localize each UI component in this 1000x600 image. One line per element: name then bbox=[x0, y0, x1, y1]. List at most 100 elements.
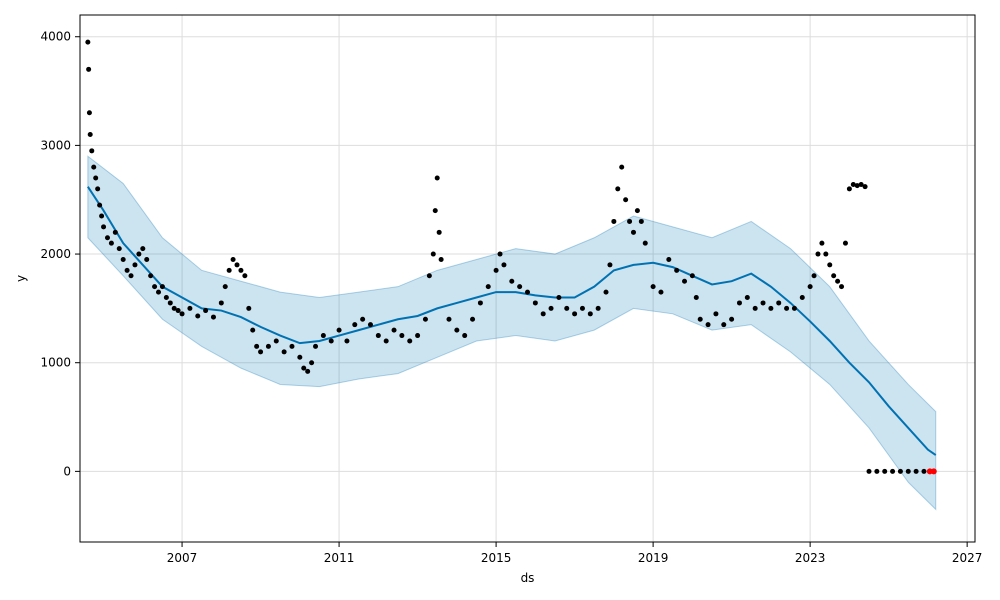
observed-point bbox=[874, 468, 880, 474]
observed-point bbox=[572, 311, 578, 317]
observed-point bbox=[493, 267, 499, 273]
observed-point bbox=[623, 197, 629, 203]
observed-point bbox=[823, 251, 829, 257]
observed-point bbox=[729, 316, 735, 322]
observed-point bbox=[736, 300, 742, 306]
observed-point bbox=[95, 186, 101, 192]
observed-point bbox=[383, 338, 389, 344]
observed-point bbox=[101, 224, 107, 230]
observed-point bbox=[430, 251, 436, 257]
observed-point bbox=[642, 240, 648, 246]
observed-point bbox=[862, 184, 868, 190]
observed-point bbox=[289, 343, 295, 349]
observed-point bbox=[156, 289, 162, 295]
observed-point bbox=[328, 338, 334, 344]
observed-point bbox=[462, 333, 468, 339]
observed-point bbox=[422, 316, 428, 322]
observed-point bbox=[638, 218, 644, 224]
y-tick-label: 3000 bbox=[40, 138, 71, 152]
observed-point bbox=[905, 468, 911, 474]
observed-point bbox=[99, 213, 105, 219]
observed-point bbox=[913, 468, 919, 474]
observed-point bbox=[273, 338, 279, 344]
observed-point bbox=[281, 349, 287, 355]
y-tick-label: 4000 bbox=[40, 30, 71, 44]
observed-point bbox=[831, 273, 837, 279]
observed-point bbox=[811, 273, 817, 279]
observed-point bbox=[587, 311, 593, 317]
observed-point bbox=[682, 278, 688, 284]
observed-point bbox=[313, 343, 319, 349]
y-tick-label: 0 bbox=[63, 464, 71, 478]
observed-point bbox=[438, 256, 444, 262]
observed-point bbox=[477, 300, 483, 306]
observed-point bbox=[87, 132, 93, 138]
observed-point bbox=[407, 338, 413, 344]
observed-point bbox=[250, 327, 256, 333]
observed-point bbox=[752, 305, 758, 311]
observed-point bbox=[112, 229, 118, 235]
observed-point bbox=[705, 322, 711, 328]
observed-point bbox=[234, 262, 240, 268]
observed-point bbox=[517, 284, 523, 290]
observed-point bbox=[819, 240, 825, 246]
observed-point bbox=[890, 468, 896, 474]
observed-point bbox=[697, 316, 703, 322]
plot-frame bbox=[79, 14, 976, 543]
observed-point bbox=[776, 300, 782, 306]
x-axis: 2007 2011 2015 2019 2023 2027 bbox=[167, 542, 982, 565]
observed-point bbox=[760, 300, 766, 306]
observed-point bbox=[159, 284, 165, 290]
observed-point bbox=[595, 305, 601, 311]
observed-point bbox=[86, 110, 92, 116]
observed-point bbox=[167, 300, 173, 306]
observed-point bbox=[611, 218, 617, 224]
observed-point bbox=[246, 305, 252, 311]
observed-point bbox=[352, 322, 358, 328]
observed-point bbox=[556, 295, 562, 301]
observed-point bbox=[630, 229, 636, 235]
observed-point bbox=[85, 39, 91, 45]
observed-point bbox=[375, 333, 381, 339]
observed-point bbox=[120, 256, 126, 262]
observed-point bbox=[693, 295, 699, 301]
y-tick-label: 2000 bbox=[40, 247, 71, 261]
observed-point bbox=[436, 229, 442, 235]
observed-point bbox=[116, 246, 122, 252]
observed-point bbox=[195, 313, 201, 319]
observed-point bbox=[509, 278, 515, 284]
observed-point bbox=[627, 218, 633, 224]
observed-point bbox=[607, 262, 613, 268]
observed-point bbox=[548, 305, 554, 311]
observed-point bbox=[532, 300, 538, 306]
observed-point bbox=[258, 349, 264, 355]
observed-point bbox=[399, 333, 405, 339]
observed-point bbox=[666, 256, 672, 262]
observed-point bbox=[108, 240, 114, 246]
observed-point bbox=[344, 338, 350, 344]
observed-point bbox=[305, 368, 311, 374]
observed-point bbox=[171, 305, 177, 311]
observed-point bbox=[768, 305, 774, 311]
observed-point bbox=[336, 327, 342, 333]
observed-point bbox=[175, 308, 181, 314]
observed-point bbox=[124, 267, 130, 273]
x-tick-label: 2015 bbox=[481, 551, 512, 565]
observed-point bbox=[799, 295, 805, 301]
observed-point bbox=[615, 186, 621, 192]
x-tick-label: 2019 bbox=[638, 551, 669, 565]
observed-point bbox=[807, 284, 813, 290]
x-axis-label: ds bbox=[521, 571, 535, 585]
x-tick-label: 2023 bbox=[795, 551, 826, 565]
highlight-points-layer bbox=[926, 468, 937, 475]
observed-point bbox=[97, 202, 103, 208]
observed-point bbox=[446, 316, 452, 322]
observed-point bbox=[432, 208, 438, 214]
observed-point bbox=[882, 468, 888, 474]
observed-point bbox=[222, 284, 228, 290]
observed-point bbox=[564, 305, 570, 311]
observed-point bbox=[360, 316, 366, 322]
observed-point bbox=[89, 148, 95, 154]
observed-point bbox=[104, 235, 110, 241]
observed-point bbox=[674, 267, 680, 273]
